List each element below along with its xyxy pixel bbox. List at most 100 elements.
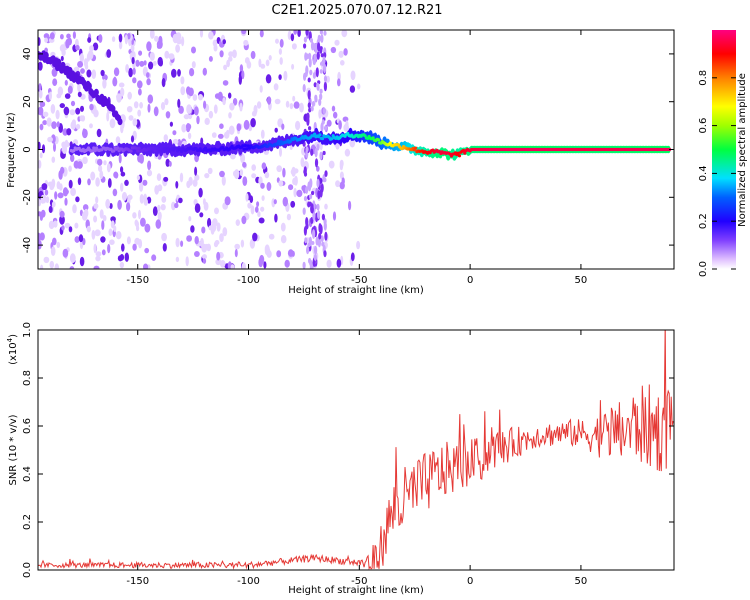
- noise-speckle: [350, 70, 356, 81]
- noise-speckle: [118, 33, 123, 43]
- noise-band-mark: [315, 236, 319, 246]
- noise-speckle: [93, 203, 99, 209]
- noise-speckle: [190, 225, 195, 233]
- noise-speckle: [168, 161, 172, 167]
- noise-speckle: [213, 104, 218, 114]
- noise-speckle: [169, 121, 173, 127]
- noise-speckle: [236, 123, 242, 132]
- noise-speckle: [224, 196, 231, 206]
- noise-speckle: [69, 109, 76, 116]
- noise-speckle: [50, 104, 56, 114]
- noise-speckle: [69, 266, 75, 269]
- noise-speckle: [208, 56, 213, 62]
- noise-speckle: [223, 64, 228, 71]
- noise-speckle: [281, 123, 285, 130]
- noise-speckle: [40, 194, 45, 204]
- noise-speckle: [250, 205, 255, 215]
- noise-speckle: [291, 166, 296, 177]
- ridge-core: [241, 144, 245, 148]
- noise-speckle: [61, 48, 66, 57]
- noise-speckle: [261, 162, 267, 170]
- noise-speckle: [161, 232, 168, 242]
- noise-speckle: [357, 83, 361, 90]
- noise-speckle: [300, 157, 305, 168]
- noise-speckle: [217, 133, 224, 139]
- noise-band-mark: [305, 146, 309, 153]
- noise-speckle: [198, 94, 203, 101]
- noise-speckle: [130, 135, 135, 143]
- noise-speckle: [41, 183, 48, 191]
- noise-speckle: [164, 98, 169, 106]
- noise-speckle: [202, 254, 207, 260]
- noise-speckle: [256, 201, 260, 207]
- noise-speckle: [172, 130, 177, 136]
- noise-speckle: [79, 53, 85, 63]
- noise-band-mark: [319, 188, 323, 198]
- noise-speckle: [154, 185, 160, 195]
- noise-speckle: [69, 253, 76, 264]
- noise-speckle: [299, 102, 304, 113]
- noise-speckle: [228, 56, 233, 62]
- ridge-core: [318, 133, 322, 137]
- noise-speckle: [40, 264, 44, 269]
- noise-speckle: [232, 98, 238, 106]
- noise-speckle: [268, 233, 275, 240]
- noise-band-mark: [307, 77, 311, 83]
- noise-band-mark: [316, 203, 320, 211]
- noise-speckle: [39, 101, 46, 108]
- noise-speckle: [172, 138, 179, 145]
- noise-speckle: [258, 176, 263, 185]
- noise-band-mark: [317, 210, 321, 220]
- noise-speckle: [107, 243, 111, 254]
- noise-speckle: [75, 123, 81, 130]
- colorbar-tick-label: 0.6: [698, 118, 709, 134]
- noise-speckle: [244, 57, 250, 64]
- ridge-core: [72, 149, 76, 153]
- noise-speckle: [251, 164, 256, 171]
- noise-speckle: [180, 86, 186, 96]
- noise-speckle: [203, 100, 207, 110]
- noise-speckle: [77, 177, 82, 186]
- noise-speckle: [95, 196, 99, 204]
- ridge-core: [277, 139, 281, 143]
- ridge-core: [136, 149, 140, 153]
- noise-speckle: [66, 33, 71, 39]
- noise-band-mark: [324, 170, 328, 178]
- noise-speckle: [64, 93, 71, 99]
- noise-speckle: [113, 76, 117, 87]
- noise-speckle: [235, 219, 240, 227]
- noise-speckle: [132, 243, 137, 251]
- noise-speckle: [99, 209, 104, 219]
- noise-speckle: [175, 256, 180, 263]
- noise-speckle: [341, 30, 348, 38]
- noise-speckle: [80, 105, 84, 112]
- noise-speckle: [276, 165, 283, 173]
- noise-speckle: [64, 197, 68, 206]
- noise-speckle: [142, 179, 148, 186]
- noise-band-mark: [305, 222, 309, 230]
- noise-speckle: [112, 188, 118, 197]
- ridge-core: [203, 146, 208, 150]
- noise-speckle: [339, 171, 344, 180]
- noise-band-mark: [305, 65, 309, 75]
- noise-speckle: [219, 233, 224, 243]
- noise-speckle: [165, 111, 171, 119]
- noise-speckle: [222, 227, 228, 237]
- noise-speckle: [179, 172, 184, 183]
- noise-band-mark: [321, 241, 325, 247]
- noise-speckle: [157, 56, 163, 67]
- svg-text:(x104): (x104): [6, 334, 19, 365]
- noise-speckle: [276, 250, 282, 258]
- noise-speckle: [338, 120, 342, 130]
- x-tick-label: 0: [467, 275, 473, 286]
- noise-speckle: [194, 166, 198, 176]
- noise-speckle: [326, 119, 332, 127]
- noise-speckle: [127, 91, 132, 100]
- noise-band-mark: [323, 75, 328, 83]
- noise-speckle: [124, 252, 129, 262]
- noise-speckle: [234, 169, 240, 180]
- noise-speckle: [177, 98, 181, 108]
- noise-speckle: [93, 109, 99, 118]
- noise-speckle: [156, 220, 160, 228]
- noise-speckle: [250, 118, 256, 128]
